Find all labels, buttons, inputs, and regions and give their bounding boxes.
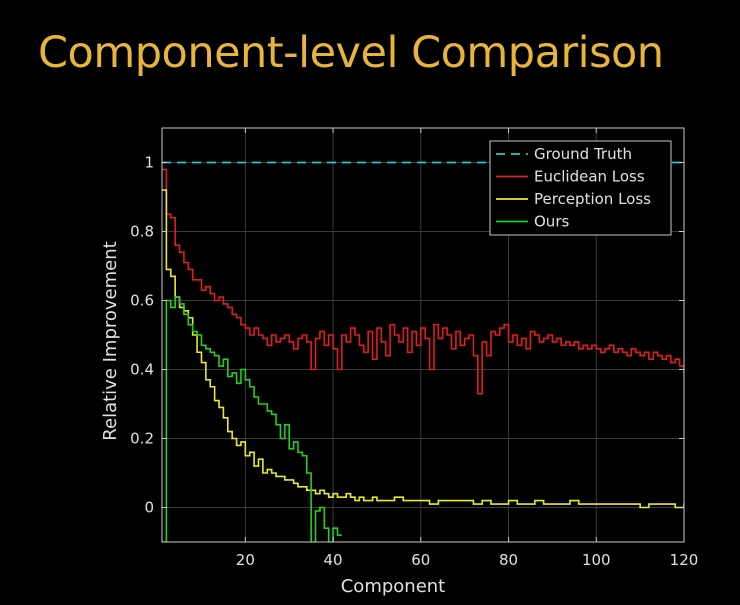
x-axis-label: Component <box>341 576 446 597</box>
y-tick-label: 0.8 <box>130 223 154 241</box>
y-tick-label: 0.4 <box>130 361 154 379</box>
legend-label: Ours <box>534 213 569 231</box>
x-tick-label: 40 <box>324 551 343 569</box>
y-tick-label: 0 <box>144 499 154 517</box>
legend-label: Ground Truth <box>534 145 632 163</box>
y-tick-label: 0.6 <box>130 292 154 310</box>
legend-label: Perception Loss <box>534 190 651 208</box>
x-tick-label: 100 <box>582 551 611 569</box>
legend: Ground Truth Euclidean Loss Perception Los… <box>489 140 672 236</box>
x-tick-label: 20 <box>236 551 255 569</box>
x-tick-label: 80 <box>499 551 518 569</box>
series-perception-loss <box>162 189 684 509</box>
series-euclidean-loss <box>162 168 684 395</box>
y-axis-label: Relative Improvement <box>100 241 121 440</box>
y-tick-label: 1 <box>144 154 154 172</box>
x-tick-label: 60 <box>411 551 430 569</box>
y-tick-label: 0.2 <box>130 430 154 448</box>
x-tick-label: 120 <box>670 551 699 569</box>
slide-title: Component-level Comparison <box>38 28 664 78</box>
series-group <box>162 161 684 542</box>
axes-box <box>161 127 685 543</box>
legend-label: Euclidean Loss <box>534 168 645 186</box>
series-ours <box>162 296 342 542</box>
ticks: 20 40 60 80 100 120 0 0.2 0.4 0.6 0.8 1 <box>130 128 698 569</box>
legend-box <box>489 140 672 236</box>
